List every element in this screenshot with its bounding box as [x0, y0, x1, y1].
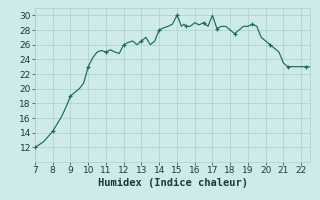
X-axis label: Humidex (Indice chaleur): Humidex (Indice chaleur)	[98, 178, 247, 188]
